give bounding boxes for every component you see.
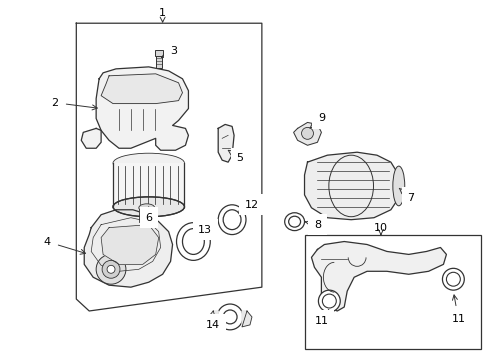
Circle shape	[217, 304, 243, 330]
Circle shape	[96, 255, 126, 284]
Bar	[154, 50, 163, 56]
Ellipse shape	[182, 229, 204, 255]
Ellipse shape	[446, 272, 459, 286]
Text: 10: 10	[373, 222, 387, 233]
Bar	[139, 208, 154, 222]
Text: 8: 8	[305, 220, 320, 230]
Polygon shape	[101, 74, 182, 104]
Bar	[155, 54, 162, 68]
Text: 5: 5	[228, 150, 243, 163]
Polygon shape	[208, 311, 218, 327]
Circle shape	[223, 310, 237, 324]
Polygon shape	[242, 311, 251, 327]
Polygon shape	[81, 129, 101, 148]
Ellipse shape	[223, 210, 241, 230]
Ellipse shape	[392, 166, 404, 206]
Bar	[304, 235, 480, 349]
Ellipse shape	[218, 205, 245, 235]
Text: 13: 13	[196, 225, 212, 235]
Text: 1: 1	[159, 8, 166, 18]
Polygon shape	[218, 125, 234, 162]
Circle shape	[107, 265, 115, 273]
Text: 6: 6	[145, 207, 152, 223]
Text: 12: 12	[239, 200, 259, 211]
Text: 2: 2	[51, 98, 97, 110]
Text: 4: 4	[43, 237, 85, 254]
Text: 14: 14	[206, 320, 220, 330]
Ellipse shape	[288, 216, 300, 227]
Ellipse shape	[176, 223, 210, 260]
Ellipse shape	[113, 197, 184, 217]
Ellipse shape	[284, 213, 304, 231]
Polygon shape	[101, 225, 158, 264]
Circle shape	[102, 260, 120, 278]
Polygon shape	[293, 122, 321, 145]
Bar	[113, 163, 184, 207]
Polygon shape	[311, 242, 446, 311]
Ellipse shape	[442, 268, 463, 290]
Text: 7: 7	[399, 188, 413, 203]
Ellipse shape	[322, 294, 336, 308]
Text: 11: 11	[314, 310, 328, 326]
Polygon shape	[76, 23, 262, 311]
Ellipse shape	[113, 153, 184, 173]
Ellipse shape	[318, 290, 340, 312]
Ellipse shape	[301, 127, 313, 139]
Text: 9: 9	[309, 113, 325, 128]
Ellipse shape	[139, 204, 154, 212]
Polygon shape	[304, 152, 398, 220]
Text: 3: 3	[161, 46, 177, 58]
Polygon shape	[84, 210, 172, 287]
Text: 11: 11	[450, 295, 465, 324]
Polygon shape	[96, 67, 188, 150]
